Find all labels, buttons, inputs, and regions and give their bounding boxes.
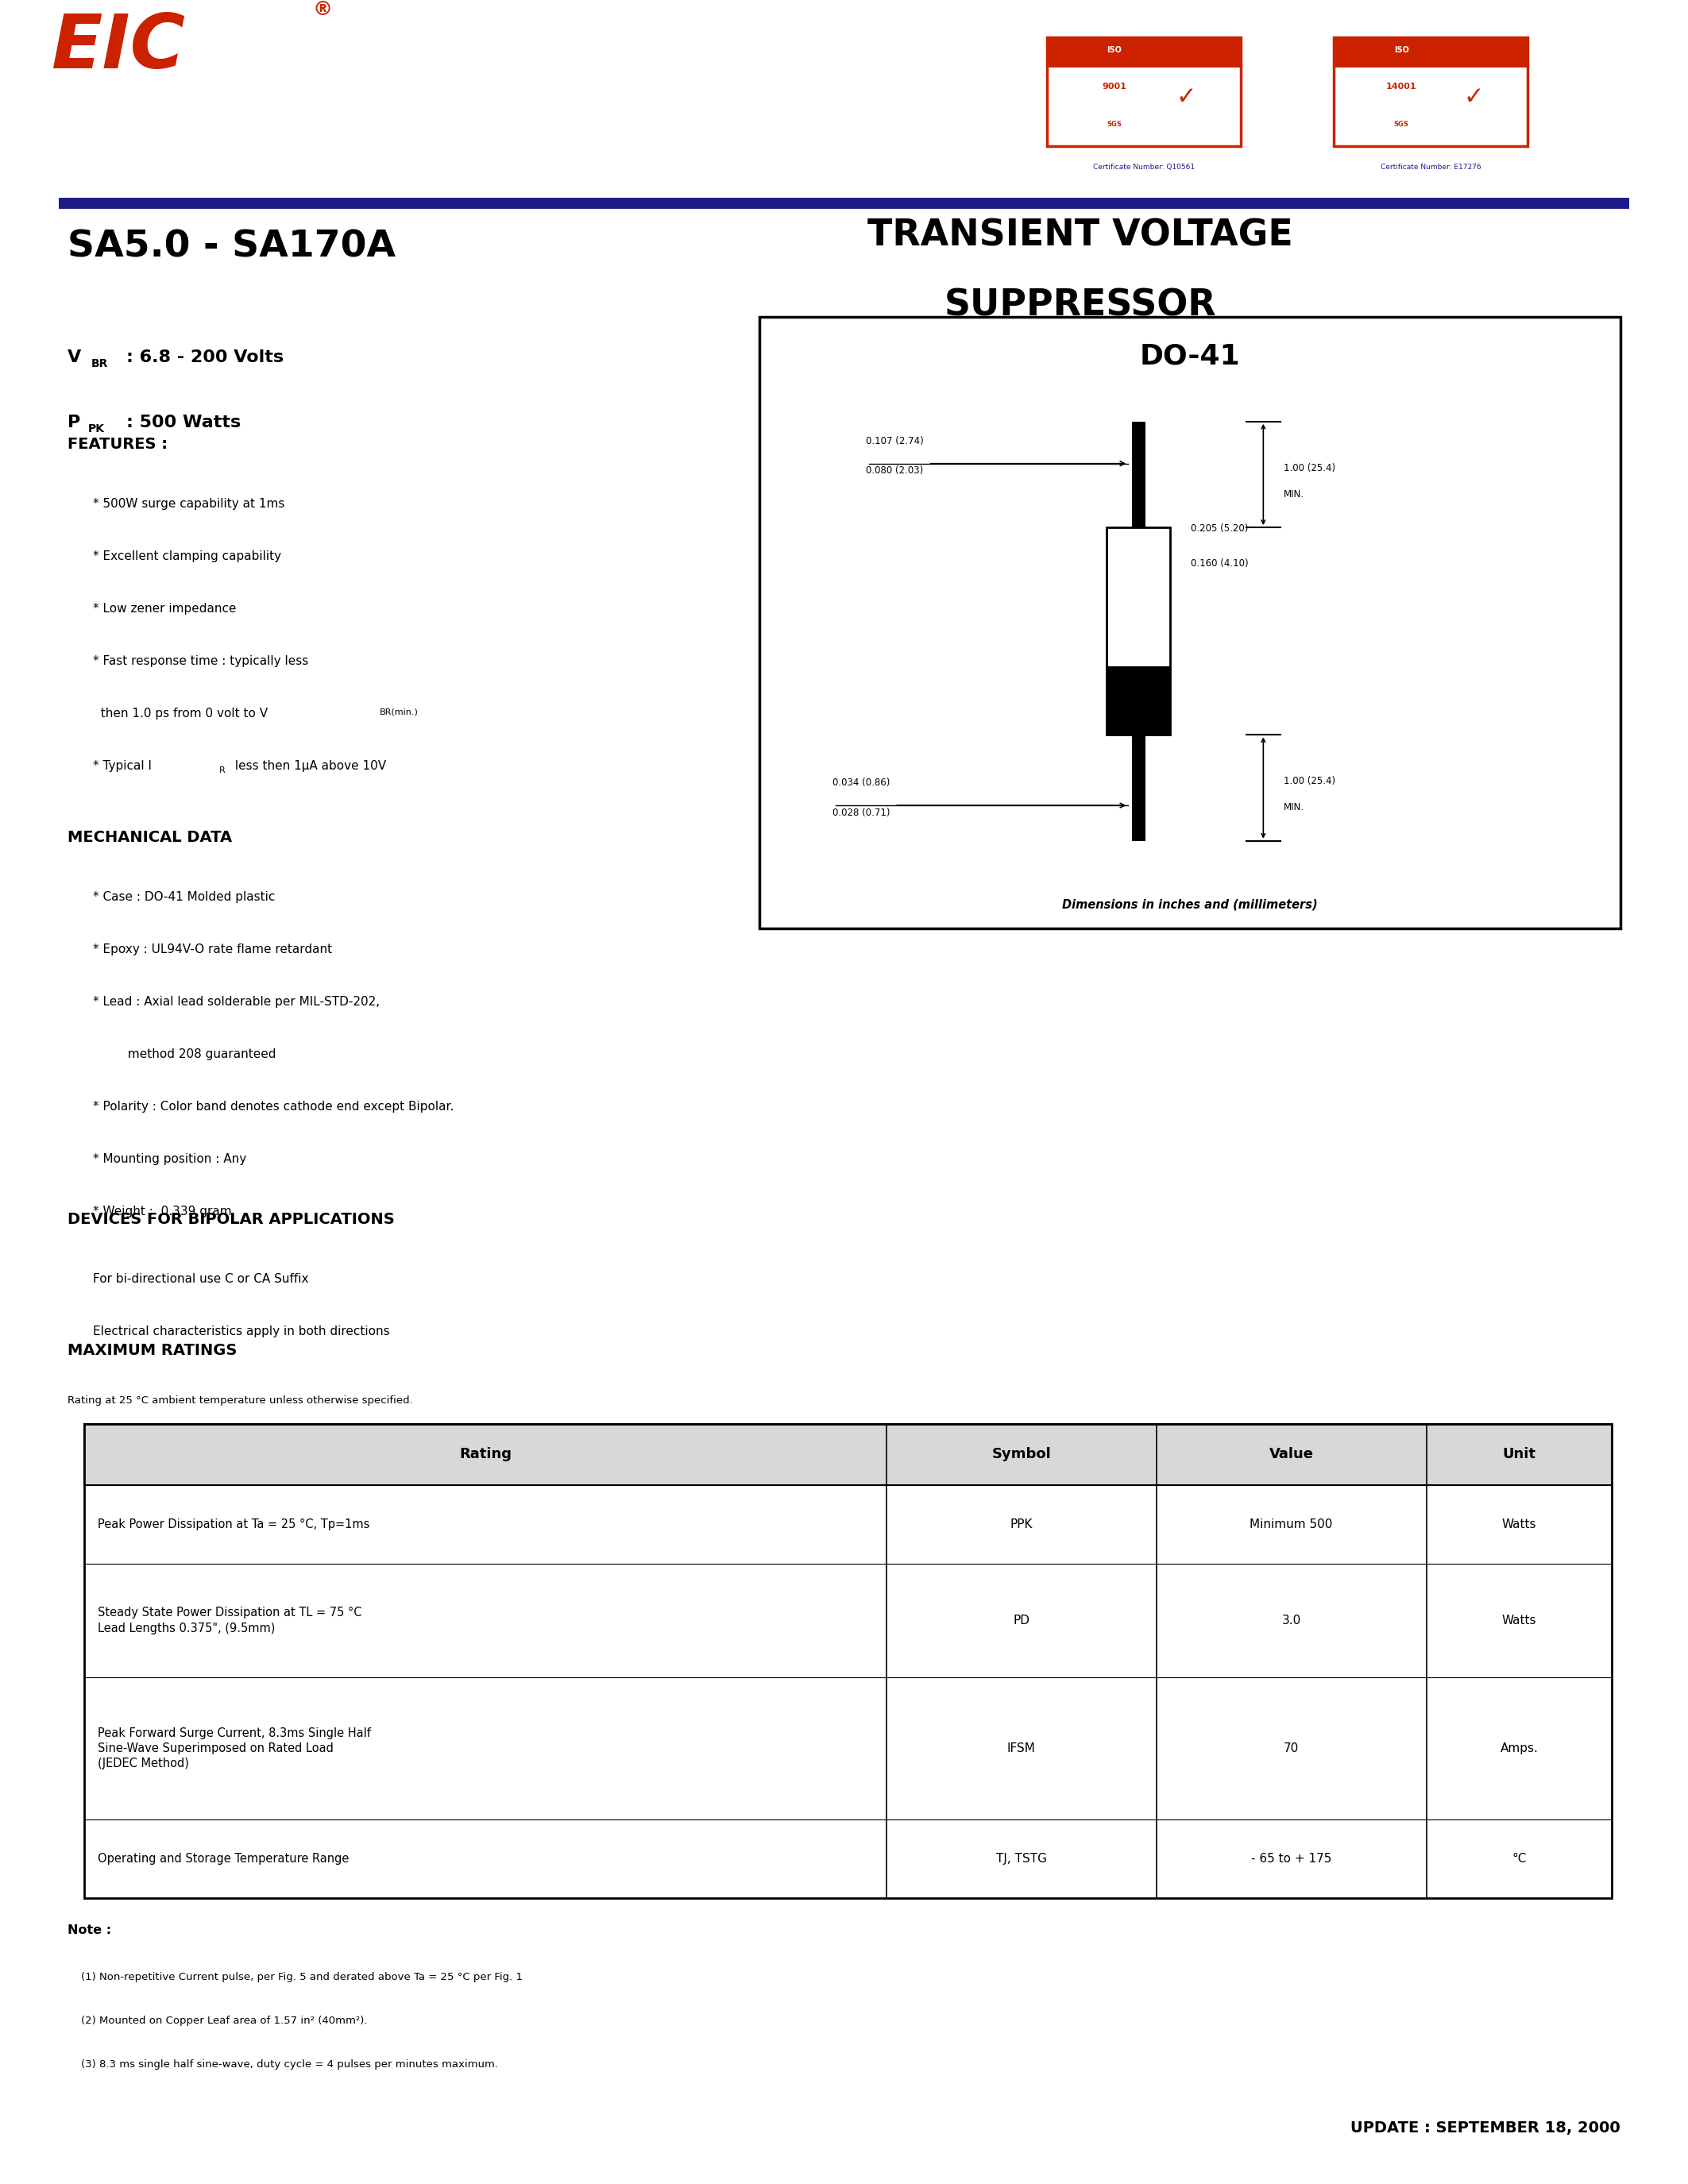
Text: * Weight :  0.339 gram: * Weight : 0.339 gram <box>93 1206 231 1216</box>
Text: ®: ® <box>312 0 333 20</box>
Text: 9001: 9001 <box>1102 83 1128 90</box>
Text: Watts: Watts <box>1502 1518 1536 1531</box>
Bar <box>1106 529 1170 734</box>
Text: (3) 8.3 ms single half sine-wave, duty cycle = 4 pulses per minutes maximum.: (3) 8.3 ms single half sine-wave, duty c… <box>68 2060 498 2070</box>
Text: Peak Forward Surge Current, 8.3ms Single Half
Sine-Wave Superimposed on Rated Lo: Peak Forward Surge Current, 8.3ms Single… <box>98 1728 371 1769</box>
Text: MAXIMUM RATINGS: MAXIMUM RATINGS <box>68 1343 236 1358</box>
Text: (2) Mounted on Copper Leaf area of 1.57 in² (40mm²).: (2) Mounted on Copper Leaf area of 1.57 … <box>68 2016 368 2027</box>
Text: P: P <box>68 415 81 430</box>
Bar <box>84 1424 1612 1898</box>
Bar <box>59 87 221 96</box>
Text: PK: PK <box>88 424 105 435</box>
Text: * Excellent clamping capability: * Excellent clamping capability <box>93 550 282 561</box>
Text: DEVICES FOR BIPOLAR APPLICATIONS: DEVICES FOR BIPOLAR APPLICATIONS <box>68 1212 395 1227</box>
Text: 1.00 (25.4): 1.00 (25.4) <box>1283 775 1335 786</box>
Text: * Polarity : Color band denotes cathode end except Bipolar.: * Polarity : Color band denotes cathode … <box>93 1101 454 1112</box>
Text: 0.028 (0.71): 0.028 (0.71) <box>832 808 890 817</box>
Text: Dimensions in inches and (millimeters): Dimensions in inches and (millimeters) <box>1062 900 1318 911</box>
Text: * Epoxy : UL94V-O rate flame retardant: * Epoxy : UL94V-O rate flame retardant <box>93 943 333 954</box>
Text: Rating at 25 °C ambient temperature unless otherwise specified.: Rating at 25 °C ambient temperature unle… <box>68 1396 414 1406</box>
Text: DO-41: DO-41 <box>1139 343 1241 369</box>
Text: Operating and Storage Temperature Range: Operating and Storage Temperature Range <box>98 1852 349 1865</box>
Text: PD: PD <box>1013 1614 1030 1627</box>
Text: 0.107 (2.74): 0.107 (2.74) <box>866 437 923 446</box>
Text: * Case : DO-41 Molded plastic: * Case : DO-41 Molded plastic <box>93 891 275 902</box>
Text: PPK: PPK <box>1009 1518 1033 1531</box>
Text: - 65 to + 175: - 65 to + 175 <box>1251 1852 1332 1865</box>
Text: * Mounting position : Any: * Mounting position : Any <box>93 1153 246 1164</box>
Text: Value: Value <box>1269 1448 1313 1461</box>
Text: SUPPRESSOR: SUPPRESSOR <box>944 288 1217 323</box>
Text: ISO: ISO <box>1107 46 1123 55</box>
Text: 0.160 (4.10): 0.160 (4.10) <box>1190 559 1249 568</box>
Text: SGS: SGS <box>1107 120 1123 129</box>
Text: SGS: SGS <box>1394 120 1409 129</box>
Text: UPDATE : SEPTEMBER 18, 2000: UPDATE : SEPTEMBER 18, 2000 <box>1350 2121 1620 2136</box>
Bar <box>760 317 1620 928</box>
Text: Note :: Note : <box>68 1924 111 1935</box>
Text: EIC: EIC <box>51 11 186 83</box>
Text: 14001: 14001 <box>1386 83 1416 90</box>
Text: 0.205 (5.20): 0.205 (5.20) <box>1190 524 1247 533</box>
Text: Minimum 500: Minimum 500 <box>1249 1518 1334 1531</box>
Text: 70: 70 <box>1283 1743 1300 1754</box>
Text: ✓: ✓ <box>1177 85 1197 109</box>
Text: °C: °C <box>1512 1852 1526 1865</box>
Text: Amps.: Amps. <box>1501 1743 1538 1754</box>
Text: 1.00 (25.4): 1.00 (25.4) <box>1283 463 1335 474</box>
Text: * Low zener impedance: * Low zener impedance <box>93 603 236 614</box>
Text: Unit: Unit <box>1502 1448 1536 1461</box>
Text: then 1.0 ps from 0 volt to V: then 1.0 ps from 0 volt to V <box>93 708 268 719</box>
Text: ISO: ISO <box>1394 46 1409 55</box>
Bar <box>1334 37 1528 146</box>
Text: ✓: ✓ <box>1463 85 1484 109</box>
Bar <box>1131 422 1144 529</box>
Bar <box>1047 37 1241 68</box>
Text: IFSM: IFSM <box>1008 1743 1035 1754</box>
Text: TJ, TSTG: TJ, TSTG <box>996 1852 1047 1865</box>
Bar <box>1106 666 1170 734</box>
Text: method 208 guaranteed: method 208 guaranteed <box>93 1048 275 1059</box>
Text: BR(min.): BR(min.) <box>380 708 419 716</box>
Text: 0.080 (2.03): 0.080 (2.03) <box>866 465 923 476</box>
Text: Certificate Number: Q10561: Certificate Number: Q10561 <box>1092 164 1195 170</box>
Text: 0.034 (0.86): 0.034 (0.86) <box>832 778 890 788</box>
Text: * Fast response time : typically less: * Fast response time : typically less <box>93 655 309 666</box>
Text: BR: BR <box>91 358 108 369</box>
Bar <box>59 70 221 79</box>
Text: MECHANICAL DATA: MECHANICAL DATA <box>68 830 231 845</box>
Text: R: R <box>219 767 226 775</box>
Bar <box>1334 37 1528 68</box>
Text: Watts: Watts <box>1502 1614 1536 1627</box>
Text: V: V <box>68 349 81 365</box>
Text: Electrical characteristics apply in both directions: Electrical characteristics apply in both… <box>93 1326 390 1337</box>
Text: less then 1μA above 10V: less then 1μA above 10V <box>231 760 387 771</box>
Text: MIN.: MIN. <box>1283 489 1305 500</box>
Text: Rating: Rating <box>459 1448 511 1461</box>
Text: 3.0: 3.0 <box>1281 1614 1301 1627</box>
Text: FEATURES :: FEATURES : <box>68 437 167 452</box>
Text: Symbol: Symbol <box>991 1448 1052 1461</box>
Text: : 6.8 - 200 Volts: : 6.8 - 200 Volts <box>127 349 284 365</box>
Text: * Lead : Axial lead solderable per MIL-STD-202,: * Lead : Axial lead solderable per MIL-S… <box>93 996 380 1007</box>
Text: * 500W surge capability at 1ms: * 500W surge capability at 1ms <box>93 498 285 509</box>
Text: : 500 Watts: : 500 Watts <box>127 415 241 430</box>
Text: For bi-directional use C or CA Suffix: For bi-directional use C or CA Suffix <box>93 1273 309 1284</box>
Text: SA5.0 - SA170A: SA5.0 - SA170A <box>68 229 395 264</box>
Text: MIN.: MIN. <box>1283 802 1305 812</box>
Text: Certificate Number: E17276: Certificate Number: E17276 <box>1381 164 1480 170</box>
Bar <box>1131 734 1144 841</box>
Bar <box>1047 37 1241 146</box>
Bar <box>84 1424 1612 1485</box>
Text: TRANSIENT VOLTAGE: TRANSIENT VOLTAGE <box>868 218 1293 253</box>
Text: (1) Non-repetitive Current pulse, per Fig. 5 and derated above Ta = 25 °C per Fi: (1) Non-repetitive Current pulse, per Fi… <box>68 1972 523 1983</box>
Text: * Typical I: * Typical I <box>93 760 152 771</box>
Text: Steady State Power Dissipation at TL = 75 °C
Lead Lengths 0.375", (9.5mm): Steady State Power Dissipation at TL = 7… <box>98 1607 361 1634</box>
Text: Peak Power Dissipation at Ta = 25 °C, Tp=1ms: Peak Power Dissipation at Ta = 25 °C, Tp… <box>98 1518 370 1531</box>
